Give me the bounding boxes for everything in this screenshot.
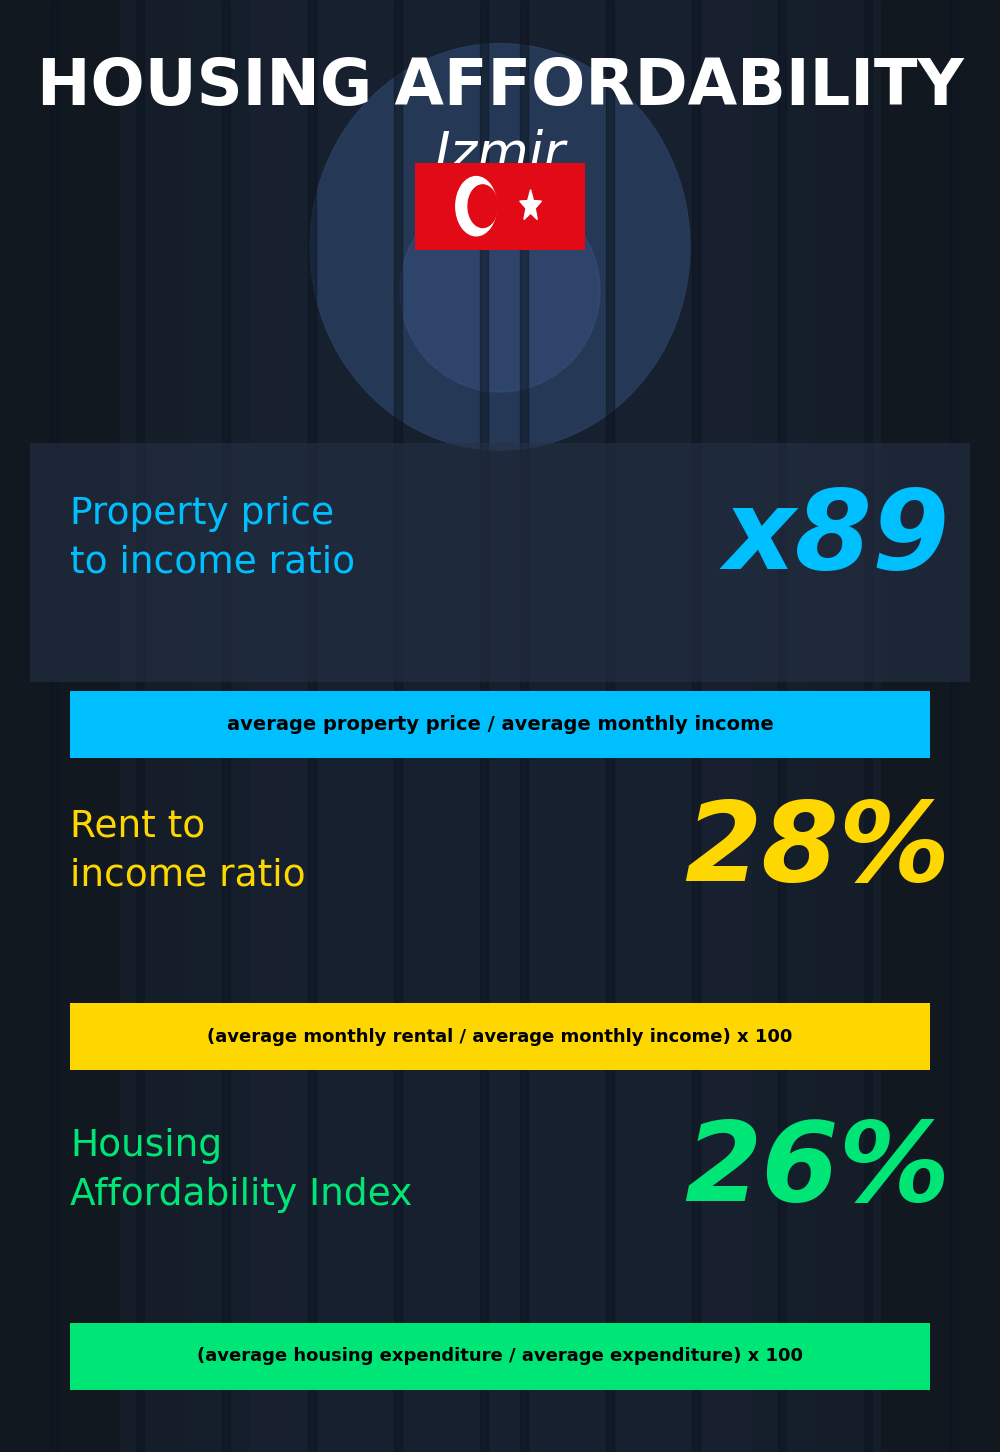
Text: average property price / average monthly income: average property price / average monthly…	[227, 714, 773, 735]
Ellipse shape	[400, 189, 600, 392]
Bar	[250, 0, 300, 1452]
Bar	[136, 0, 144, 1452]
Bar	[864, 0, 872, 1452]
Bar	[750, 0, 810, 1452]
Bar	[190, 0, 250, 1452]
Circle shape	[456, 177, 497, 235]
Polygon shape	[520, 190, 541, 219]
Bar	[606, 0, 614, 1452]
Text: (average housing expenditure / average expenditure) x 100: (average housing expenditure / average e…	[197, 1347, 803, 1365]
Text: 28%: 28%	[684, 797, 950, 905]
Bar	[120, 0, 190, 1452]
Ellipse shape	[310, 44, 690, 450]
Bar	[520, 0, 528, 1452]
Bar	[415, 163, 585, 250]
Bar	[222, 0, 230, 1452]
Text: x89: x89	[724, 485, 950, 592]
Bar	[692, 0, 700, 1452]
Bar	[394, 0, 402, 1452]
Text: Property price
to income ratio: Property price to income ratio	[70, 497, 355, 581]
Bar	[700, 0, 750, 1452]
Bar	[810, 0, 880, 1452]
Text: Rent to
income ratio: Rent to income ratio	[70, 809, 306, 893]
Bar	[0, 0, 120, 1452]
Circle shape	[468, 184, 497, 228]
Bar	[950, 0, 958, 1452]
Bar	[70, 1323, 930, 1390]
Text: (average monthly rental / average monthly income) x 100: (average monthly rental / average monthl…	[207, 1028, 793, 1045]
Bar	[880, 0, 1000, 1452]
Text: Housing
Affordability Index: Housing Affordability Index	[70, 1128, 412, 1212]
Text: Izmir: Izmir	[434, 129, 566, 182]
Bar	[308, 0, 316, 1452]
Bar	[778, 0, 786, 1452]
Bar	[480, 0, 488, 1452]
Bar	[70, 1003, 930, 1070]
Bar	[50, 0, 58, 1452]
Bar	[30, 443, 970, 682]
Text: HOUSING AFFORDABILITY: HOUSING AFFORDABILITY	[37, 57, 963, 118]
Text: 26%: 26%	[684, 1117, 950, 1224]
Bar	[70, 691, 930, 758]
